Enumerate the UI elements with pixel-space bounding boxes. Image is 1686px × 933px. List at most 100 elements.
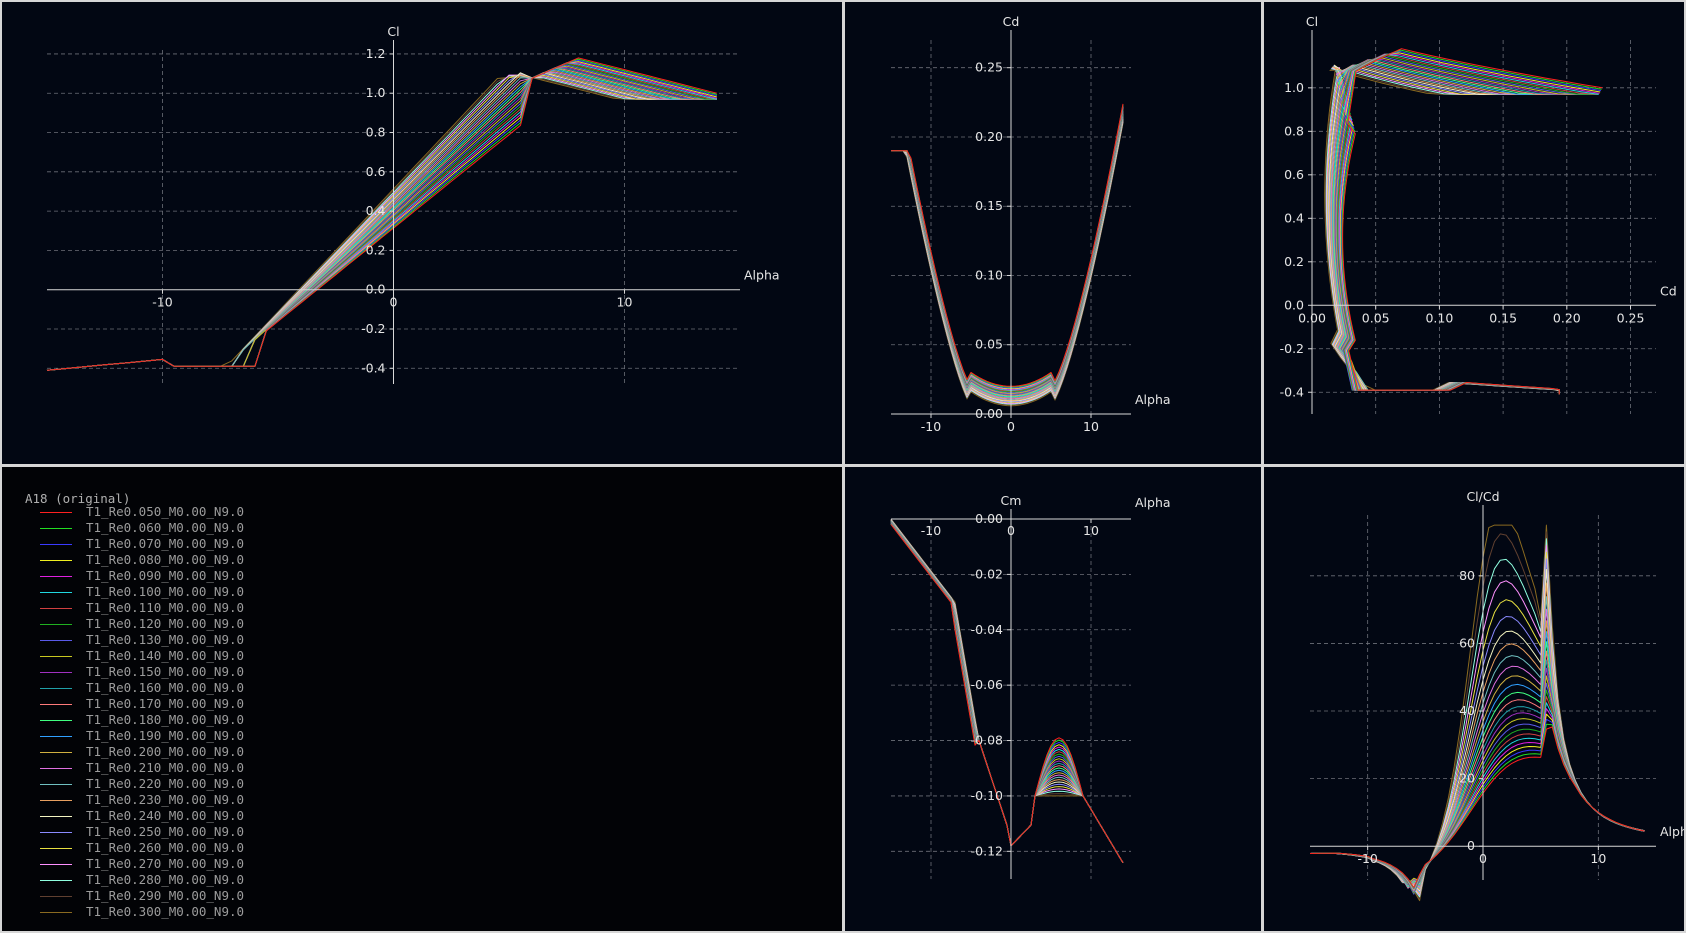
- x-tick-label: 0: [390, 295, 398, 310]
- y-tick-label: 0: [1467, 838, 1475, 853]
- legend-label: T1_Re0.280_M0.00_N9.0: [86, 872, 245, 887]
- series-line: [891, 116, 1124, 400]
- y-tick-label: -0.10: [971, 788, 1003, 803]
- series-group: [46, 57, 718, 371]
- x-tick-label: 0.10: [1425, 310, 1453, 325]
- y-axis-label: Cl/Cd: [1466, 489, 1499, 504]
- x-tick-label: 0.15: [1489, 310, 1517, 325]
- y-tick-label: 0.2: [1284, 254, 1304, 269]
- cl-alpha-chart: -10 0 10 -0.4 -0.2 0.0 0.2 0.4 0.6 0.8 1.0 1.2 Alpha…: [46, 24, 780, 384]
- legend-swatch: [40, 528, 72, 529]
- legend-swatch: [40, 672, 72, 673]
- cm-alpha-chart: -10 0 10 0.00 -0.02 -0.04 -0.06 -0.08 -0.10 -0.12…: [890, 493, 1171, 879]
- y-tick-label: -0.4: [1280, 384, 1304, 399]
- series-line: [890, 520, 1124, 864]
- y-tick-label: 0.6: [1284, 167, 1304, 182]
- x-axis-label: Alpha: [1660, 824, 1684, 839]
- y-tick-label: 0.00: [975, 511, 1003, 526]
- legend-swatch: [40, 720, 72, 721]
- legend-swatch: [40, 624, 72, 625]
- legend-item: T1_Re0.130_M0.00_N9.0: [40, 632, 400, 648]
- cd-alpha-chart-panel[interactable]: -10 0 10 0.00 0.05 0.10 0.15 0.20 0.25 Alpha Cd: [845, 2, 1261, 464]
- legend-swatch: [40, 848, 72, 849]
- cm-alpha-chart-panel[interactable]: -10 0 10 0.00 -0.02 -0.04 -0.06 -0.08 -0.10 -0.12…: [845, 467, 1261, 931]
- grid: [1311, 40, 1656, 414]
- y-tick-label: -0.08: [971, 733, 1003, 748]
- series-line: [46, 57, 718, 371]
- series-line: [891, 111, 1124, 395]
- legend-swatch: [40, 656, 72, 657]
- x-tick-label: -10: [921, 523, 941, 538]
- series-line: [1325, 69, 1586, 395]
- series-line: [1338, 53, 1599, 395]
- y-tick-label: -0.04: [971, 622, 1003, 637]
- legend-label: T1_Re0.220_M0.00_N9.0: [86, 776, 245, 791]
- y-tick-label: 0.20: [975, 129, 1003, 144]
- legend-item: T1_Re0.240_M0.00_N9.0: [40, 808, 400, 824]
- legend-item: T1_Re0.210_M0.00_N9.0: [40, 760, 400, 776]
- x-tick-label: 10: [1083, 419, 1099, 434]
- series-line: [890, 519, 1124, 864]
- clcd-alpha-chart: -10 0 10 0 20 40 60 80 Alpha Cl/Cd: [1309, 489, 1684, 902]
- x-tick-label: 10: [617, 295, 633, 310]
- y-tick-label: 1.2: [366, 46, 386, 61]
- legend-item: T1_Re0.290_M0.00_N9.0: [40, 888, 400, 904]
- series-line: [1337, 54, 1598, 395]
- legend-label: T1_Re0.270_M0.00_N9.0: [86, 856, 245, 871]
- cl-alpha-chart-panel[interactable]: -10 0 10 -0.4 -0.2 0.0 0.2 0.4 0.6 0.8 1.0 1.2 Alpha…: [2, 2, 842, 464]
- legend-label: T1_Re0.130_M0.00_N9.0: [86, 632, 245, 647]
- grid: [1310, 515, 1656, 880]
- series-group: [890, 518, 1124, 864]
- legend-label: T1_Re0.070_M0.00_N9.0: [86, 536, 245, 551]
- axes: -10 0 10 0.00 0.05 0.10 0.15 0.20 0.25 Alpha Cd: [891, 14, 1171, 434]
- y-tick-label: 0.6: [366, 164, 386, 179]
- series-line: [1331, 62, 1592, 395]
- legend-item: T1_Re0.140_M0.00_N9.0: [40, 648, 400, 664]
- legend-item: T1_Re0.080_M0.00_N9.0: [40, 552, 400, 568]
- legend-swatch: [40, 640, 72, 641]
- legend-label: T1_Re0.180_M0.00_N9.0: [86, 712, 245, 727]
- legend-swatch: [40, 608, 72, 609]
- legend-item: T1_Re0.180_M0.00_N9.0: [40, 712, 400, 728]
- y-tick-label: 0.0: [366, 282, 386, 297]
- series-line: [890, 522, 1124, 864]
- legend-label: T1_Re0.290_M0.00_N9.0: [86, 888, 245, 903]
- legend-label: T1_Re0.260_M0.00_N9.0: [86, 840, 245, 855]
- series-line: [1334, 59, 1595, 395]
- series-line: [1324, 69, 1585, 395]
- y-tick-label: 1.0: [1284, 80, 1304, 95]
- series-line: [1335, 57, 1596, 395]
- series-line: [891, 120, 1124, 404]
- x-tick-label: 0.25: [1617, 310, 1645, 325]
- cl-cd-chart-panel[interactable]: 0.00 0.05 0.10 0.15 0.20 0.25 -0.4 -0.2 0.0 0.2 0.…: [1264, 2, 1684, 464]
- clcd-alpha-chart-panel[interactable]: -10 0 10 0 20 40 60 80 Alpha Cl/Cd: [1264, 467, 1684, 931]
- axes: -10 0 10 -0.4 -0.2 0.0 0.2 0.4 0.6 0.8 1.0 1.2 Alpha…: [47, 24, 780, 384]
- series-line: [890, 518, 1124, 864]
- legend-swatch: [40, 736, 72, 737]
- y-tick-label: -0.2: [1280, 341, 1304, 356]
- series-line: [891, 118, 1124, 402]
- x-tick-label: -10: [1357, 851, 1377, 866]
- series-line: [1309, 558, 1645, 893]
- series-line: [890, 520, 1124, 864]
- series-line: [1332, 61, 1593, 395]
- y-tick-label: -0.02: [971, 566, 1003, 581]
- series-line: [890, 521, 1124, 864]
- y-tick-label: 0.25: [975, 60, 1003, 75]
- series-line: [891, 112, 1124, 396]
- legend-swatch: [40, 896, 72, 897]
- x-tick-label: 0.05: [1362, 310, 1390, 325]
- series-line: [1326, 67, 1587, 395]
- legend-item: T1_Re0.060_M0.00_N9.0: [40, 520, 400, 536]
- x-axis-label: Alpha: [1135, 392, 1171, 407]
- x-tick-label: 10: [1590, 851, 1606, 866]
- series-line: [890, 520, 1124, 864]
- legend-swatch: [40, 592, 72, 593]
- legend-swatch: [40, 752, 72, 753]
- y-axis-label: Cm: [1001, 493, 1022, 508]
- x-tick-label: -10: [152, 295, 172, 310]
- y-axis-label: Cd: [1003, 14, 1020, 29]
- series-line: [1328, 64, 1589, 395]
- legend-swatch: [40, 688, 72, 689]
- y-tick-label: -0.2: [361, 321, 385, 336]
